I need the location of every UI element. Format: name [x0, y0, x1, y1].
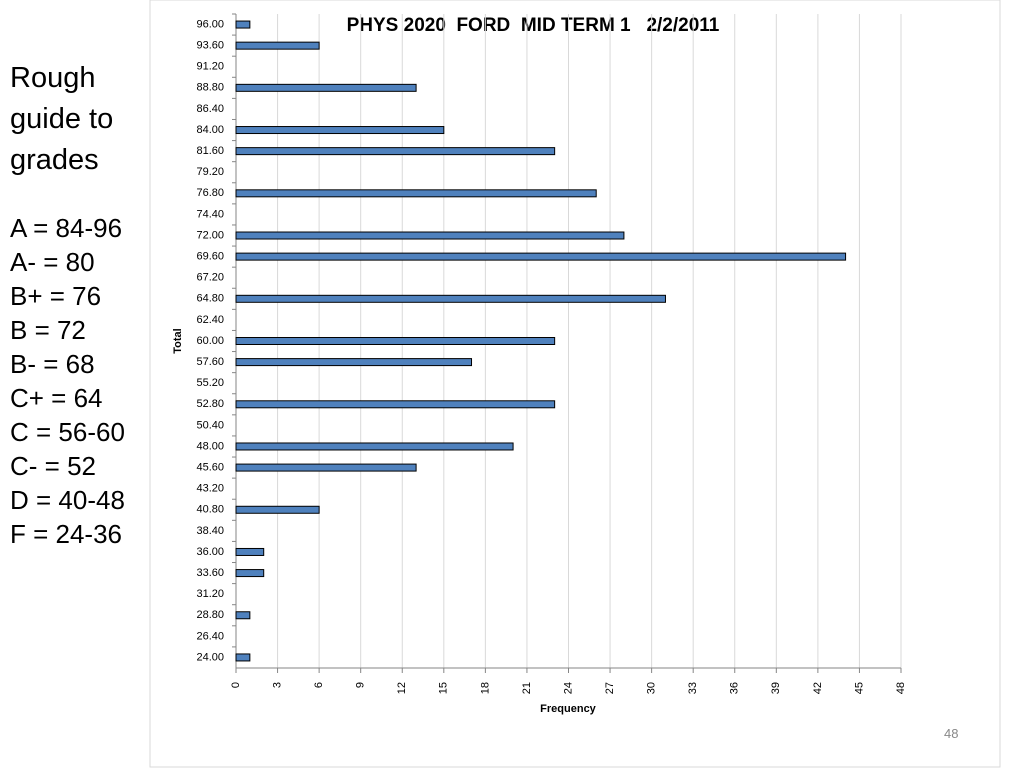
x-tick-label: 24: [562, 682, 574, 694]
y-tick-label: 36.00: [196, 546, 224, 558]
guide-line: C+ = 64: [10, 383, 103, 413]
y-tick-label: 62.40: [196, 314, 224, 326]
chart-title: PHYS 2020 FORD MID TERM 1 2/2/2011: [347, 15, 720, 36]
guide-line: C = 56-60: [10, 417, 125, 447]
y-tick-label: 48.00: [196, 440, 224, 452]
x-tick-label: 33: [687, 682, 699, 694]
guide-line: A = 84-96: [10, 213, 123, 243]
bar: [235, 653, 251, 662]
x-tick-label: 15: [438, 682, 450, 694]
y-tick-label: 50.40: [196, 419, 224, 431]
x-tick-label: 27: [604, 682, 616, 694]
bar: [235, 252, 847, 261]
bar: [235, 189, 597, 198]
guide-line: F = 24-36: [10, 519, 123, 549]
bar: [235, 505, 320, 514]
page-number: 48: [944, 726, 959, 741]
y-tick-label: 26.40: [196, 630, 224, 642]
y-tick-label: 96.00: [196, 18, 224, 30]
bar: [235, 83, 417, 92]
bar: [235, 442, 514, 451]
x-tick-label: 21: [521, 682, 533, 694]
y-tick-label: 28.80: [196, 609, 224, 621]
bar: [235, 337, 556, 345]
x-tick-label: 18: [479, 682, 491, 694]
bar: [235, 400, 556, 409]
x-tick-label: 39: [770, 682, 782, 694]
bar: [235, 611, 251, 620]
y-tick-label: 81.60: [196, 145, 224, 157]
y-tick-label: 52.80: [196, 398, 224, 410]
guide-line: B+ = 76: [10, 281, 102, 311]
x-tick-label: 3: [271, 682, 283, 688]
bar: [235, 547, 265, 556]
y-tick-label: 45.60: [196, 461, 224, 473]
y-tick-label: 67.20: [196, 272, 224, 284]
y-tick-label: 33.60: [196, 567, 224, 579]
y-tick-label: 60.00: [196, 335, 224, 347]
y-tick-label: 55.20: [196, 377, 224, 389]
guide-line: D = 40-48: [10, 485, 125, 515]
bar: [235, 569, 265, 578]
y-tick-label: 43.20: [196, 483, 224, 495]
grade-guide: Rough guide to grades A = 84-96 A- = 80 B+…: [10, 58, 145, 551]
bar: [235, 147, 556, 156]
x-axis-title: Frequency: [540, 703, 597, 715]
x-tick-label: 36: [729, 682, 741, 694]
bar: [235, 231, 625, 240]
x-tick-label: 0: [230, 682, 242, 688]
bar: [235, 294, 666, 303]
y-tick-label: 72.00: [196, 229, 224, 241]
y-tick-label: 86.40: [196, 103, 224, 115]
y-tick-label: 88.80: [196, 82, 224, 94]
y-tick-label: 93.60: [196, 40, 224, 52]
guide-line: B- = 68: [10, 349, 95, 379]
guide-line: C- = 52: [10, 451, 96, 481]
bar: [235, 20, 251, 29]
y-tick-label: 91.20: [196, 61, 224, 73]
x-tick-label: 12: [396, 682, 408, 694]
y-tick-label: 24.00: [196, 651, 224, 663]
x-tick-label: 45: [853, 682, 865, 694]
y-tick-label: 69.60: [196, 251, 224, 263]
bar: [235, 358, 473, 367]
y-tick-label: 79.20: [196, 166, 224, 178]
y-tick-label: 84.00: [196, 124, 224, 136]
y-tick-label: 64.80: [196, 293, 224, 305]
x-tick-label: 6: [313, 682, 325, 688]
guide-line: B = 72: [10, 315, 86, 345]
y-tick-label: 57.60: [196, 356, 224, 368]
guide-heading: Rough guide to grades: [10, 62, 114, 176]
y-tick-label: 38.40: [196, 525, 224, 537]
x-tick-label: 42: [812, 682, 824, 694]
y-tick-label: 31.20: [196, 588, 224, 600]
bar: [235, 126, 445, 135]
guide-line: A- = 80: [10, 247, 95, 277]
y-axis-title: Total: [172, 328, 184, 353]
x-tick-label: 30: [646, 682, 658, 694]
y-tick-label: 76.80: [196, 187, 224, 199]
y-tick-label: 74.40: [196, 208, 224, 220]
y-tick-label: 40.80: [196, 504, 224, 516]
bar: [235, 41, 320, 50]
x-tick-label: 48: [895, 682, 907, 694]
x-tick-label: 9: [355, 682, 367, 688]
bar: [235, 463, 417, 472]
